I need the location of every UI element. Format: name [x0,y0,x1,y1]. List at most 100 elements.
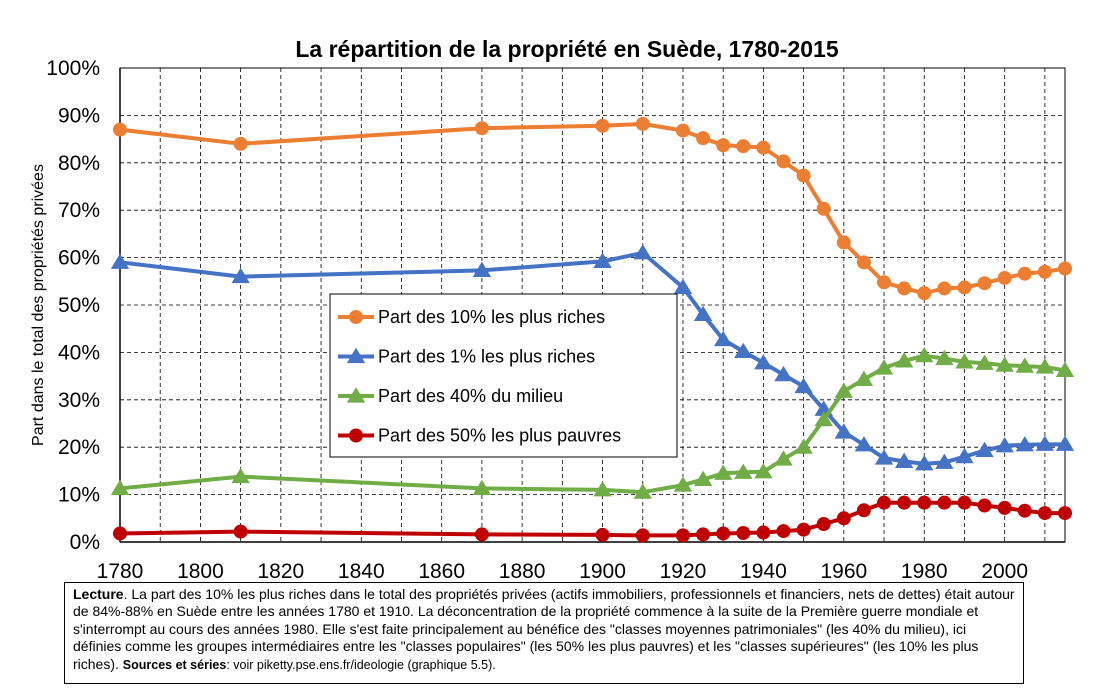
data-point [110,253,130,269]
data-point [814,410,833,427]
data-point [1017,266,1032,281]
data-point [231,267,250,284]
data-point [856,503,871,518]
legend-marker [346,347,366,364]
data-point [1015,436,1034,452]
data-point [633,244,652,260]
data-point [756,525,771,540]
data-point [957,280,972,295]
data-point [937,495,952,510]
data-point [975,354,994,370]
data-point [673,476,693,492]
legend-label: Part des 40% du milieu [378,386,563,406]
data-point [776,524,791,539]
data-point [1015,357,1034,373]
data-point [736,139,751,154]
data-point [955,353,974,369]
legend-label: Part des 1% les plus riches [378,347,595,367]
data-point [714,464,733,480]
data-point [110,479,130,496]
series-2 [110,244,1075,471]
y-tick-label: 90% [58,104,100,127]
data-point [675,123,690,138]
x-tick-labels: 1780 1800 1820 1840 1860 1880 1900 1920 1940 1960… [97,560,1028,580]
data-point [635,116,650,131]
data-point [474,121,489,136]
data-point [1017,503,1032,518]
y-tick-label: 20% [58,436,100,459]
data-point [794,377,813,394]
data-point [1035,358,1055,374]
data-point [1058,506,1072,521]
x-tick-label: 1980 [901,560,948,580]
data-point [736,525,751,540]
data-point [776,154,791,169]
data-point [774,365,793,382]
x-tick-label: 1920 [660,560,707,580]
data-point [774,450,793,466]
data-point [635,528,650,543]
note-source-text: : voir piketty.pse.ens.fr/ideologie (gra… [226,657,496,672]
data-point [796,168,811,183]
series-3 [110,346,1075,499]
y-tick-label: 30% [58,389,100,412]
data-point [977,276,992,291]
data-point [874,449,894,465]
data-point [1035,435,1055,451]
y-tick-label: 50% [58,294,100,317]
x-tick-label: 1820 [257,560,304,580]
data-point [633,483,652,499]
data-point [756,140,771,155]
data-point [894,452,914,468]
data-point [937,281,952,296]
data-point [1055,361,1075,377]
data-point [935,453,954,469]
chart: La répartition de la propriété en Suède,… [30,36,1075,580]
y-axis-label: Part dans le total des propriétés privée… [30,164,47,446]
data-point [874,359,894,375]
chart-title: La répartition de la propriété en Suède,… [295,36,838,62]
data-point [854,436,874,452]
y-tick-label: 60% [58,247,100,270]
note-source-label: Sources et séries [122,657,227,672]
x-tick-label: 1940 [740,560,787,580]
y-tick-labels: 0% 10% 20% 30% 40% 50% 60% 70% 80% 90% 100% [46,57,100,554]
x-tick-label: 1800 [177,560,224,580]
data-point [877,275,892,290]
plot-border [119,67,1066,543]
data-point [593,481,612,497]
data-point [696,527,711,542]
data-point [595,118,610,133]
data-point [233,524,248,539]
data-point [714,330,733,347]
data-point [997,270,1012,285]
x-tick-label: 1840 [338,560,385,580]
x-tick-label: 1900 [579,560,626,580]
y-tick-label: 0% [70,531,100,554]
data-point [997,500,1012,515]
data-point [593,252,612,268]
legend-item: Part des 1% les plus riches [338,347,595,367]
data-point [897,495,912,510]
data-point [957,495,972,510]
data-point [816,516,831,531]
data-point [113,526,127,541]
data-point [716,138,731,153]
data-point [935,349,954,366]
data-point [836,235,851,250]
data-point [834,423,854,439]
legend-marker [349,428,363,443]
y-tick-label: 40% [58,341,100,364]
data-point [474,527,489,542]
legend-item: Part des 10% les plus riches [338,307,605,327]
x-tick-label: 1860 [418,560,465,580]
data-point [917,495,932,510]
data-point [1058,261,1072,276]
data-point [716,526,731,541]
x-tick-label: 1960 [820,560,867,580]
data-point [897,281,912,296]
data-point [894,352,914,368]
data-point [915,455,934,471]
x-tick-label: 1780 [97,560,144,580]
series-1 [113,116,1072,301]
